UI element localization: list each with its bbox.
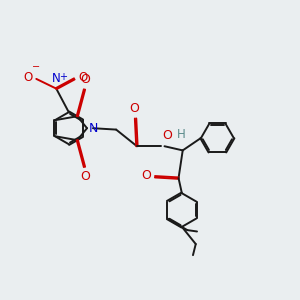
- Text: N: N: [52, 72, 61, 85]
- Text: O: O: [80, 170, 90, 183]
- Text: O: O: [80, 74, 90, 86]
- Text: O: O: [141, 169, 151, 182]
- Text: O: O: [23, 71, 32, 84]
- Text: −: −: [32, 62, 41, 72]
- Text: O: O: [163, 129, 172, 142]
- Text: N: N: [89, 122, 98, 135]
- Text: H: H: [177, 128, 186, 142]
- Text: +: +: [59, 72, 67, 82]
- Text: O: O: [130, 101, 140, 115]
- Text: O: O: [78, 71, 88, 84]
